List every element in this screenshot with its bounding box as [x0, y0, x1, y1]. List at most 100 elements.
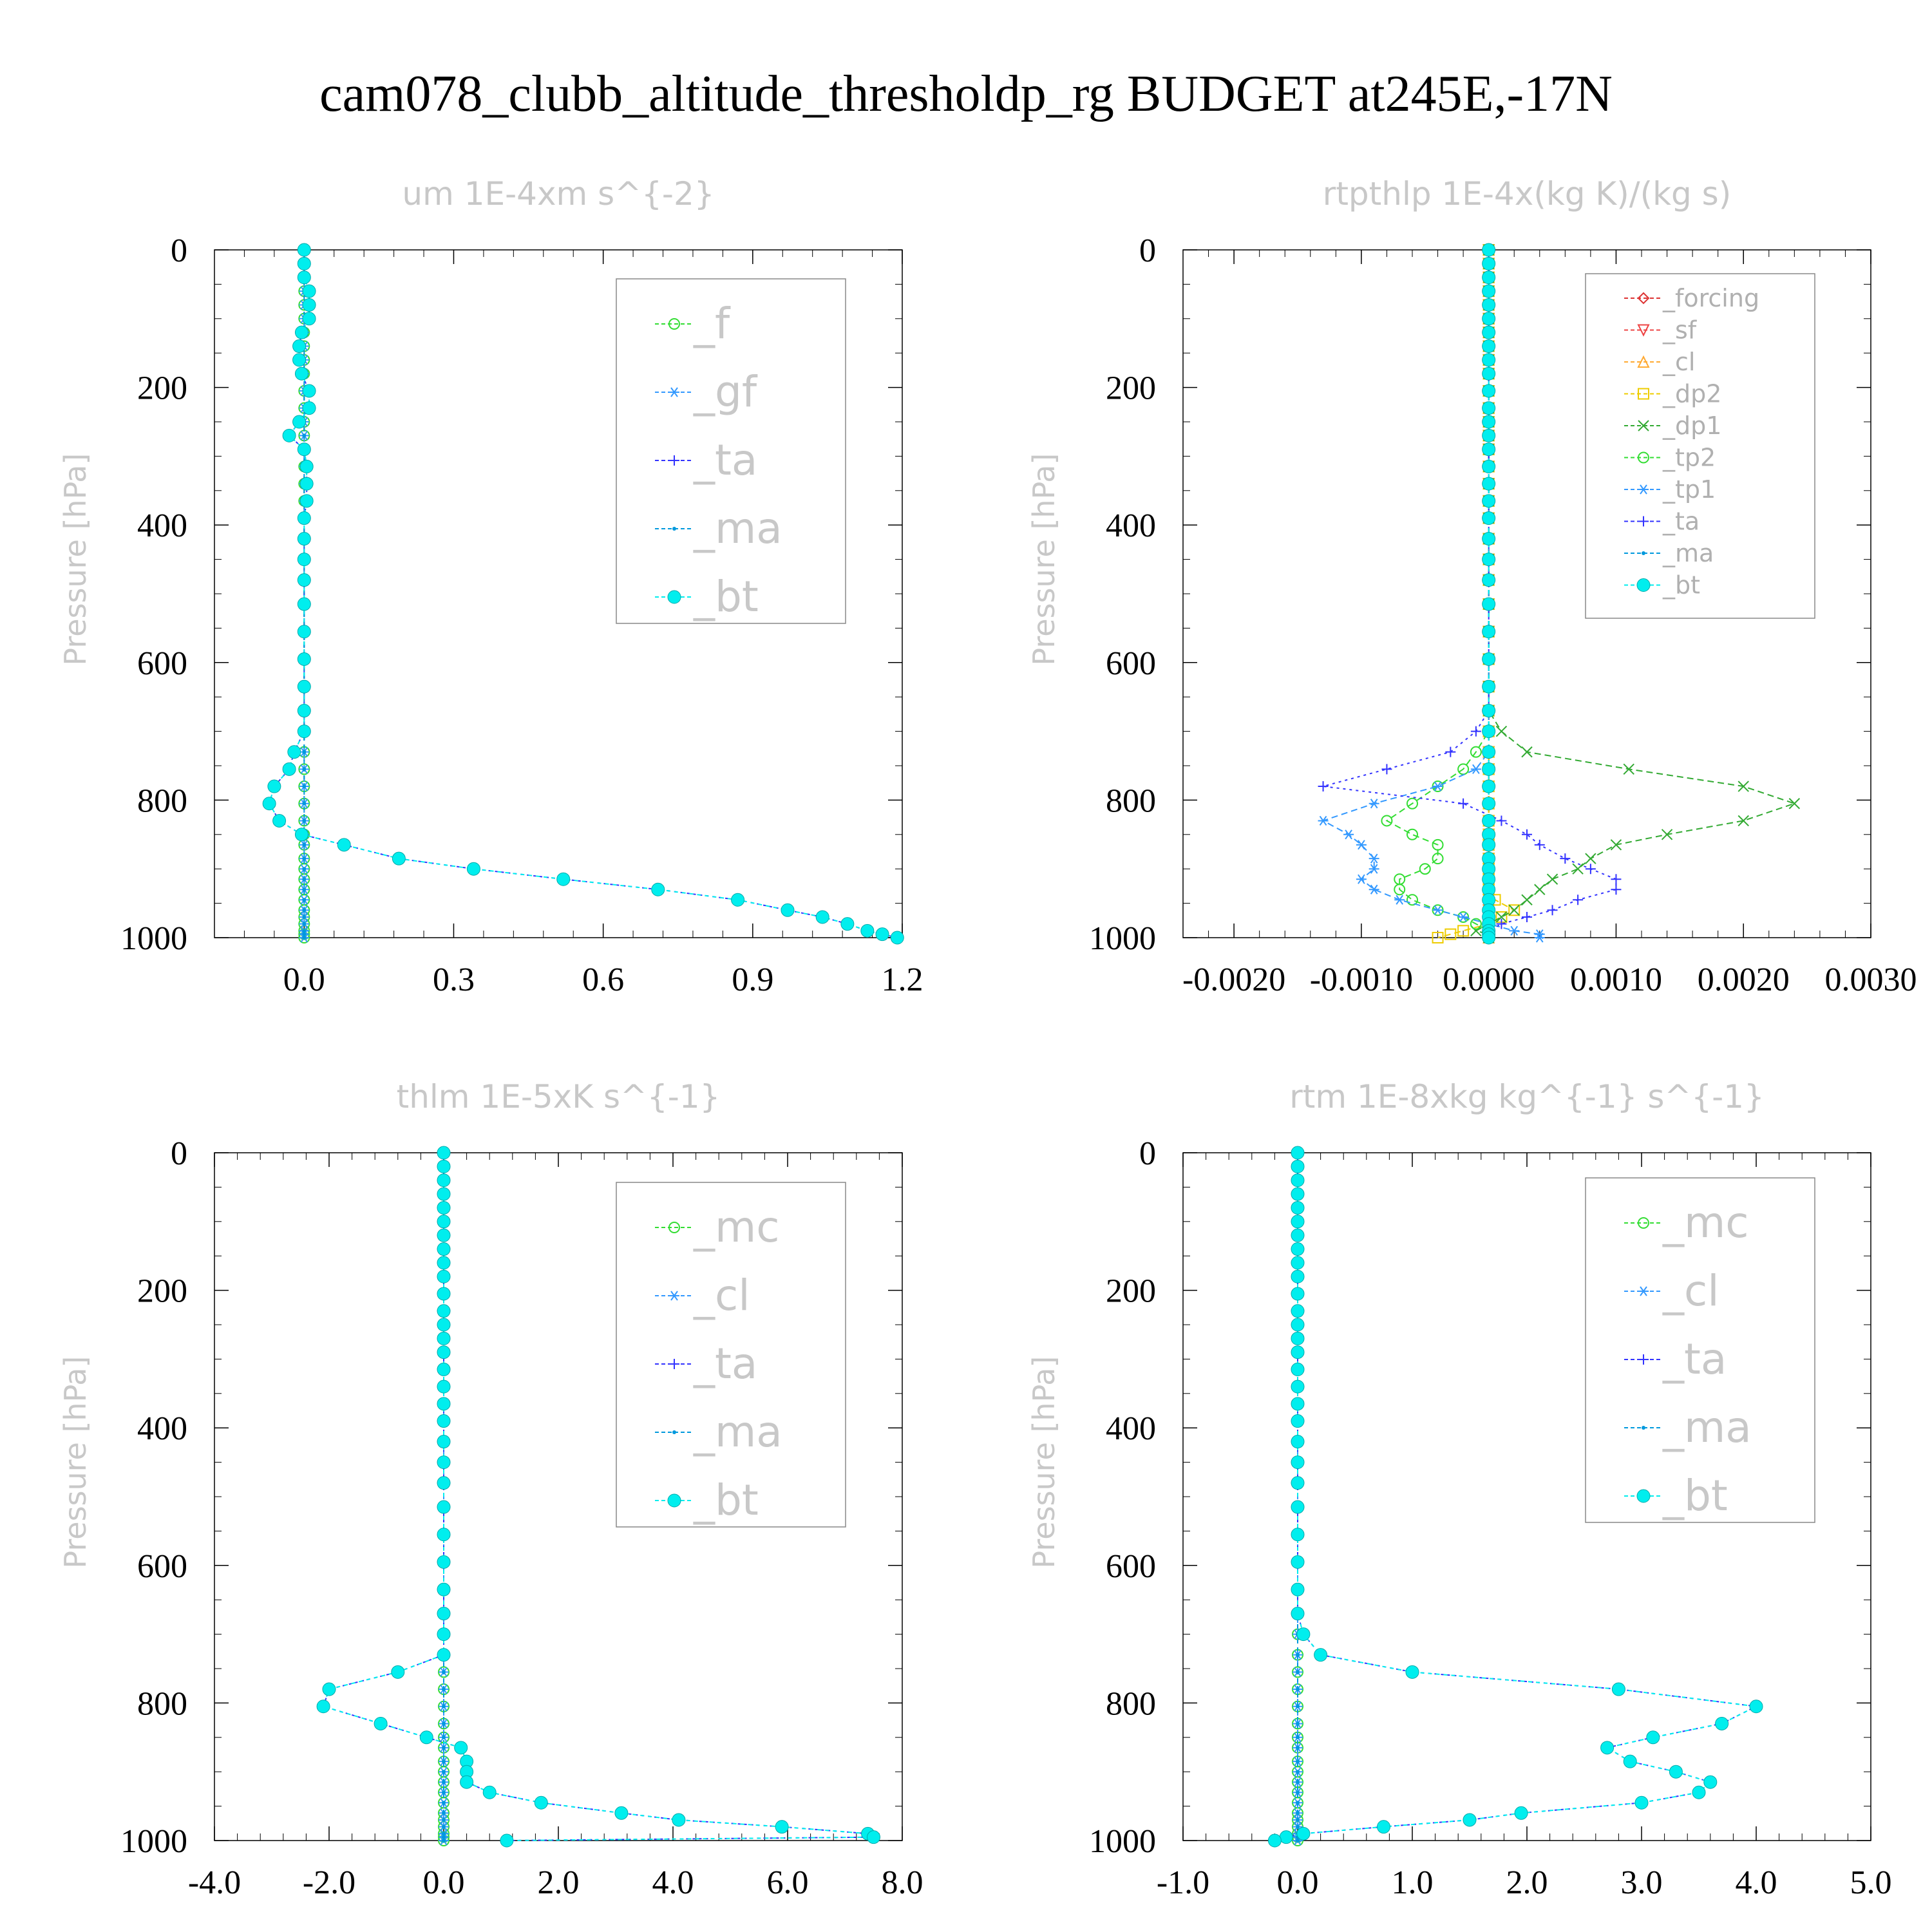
y-tick-label: 800: [137, 782, 187, 819]
legend-box: [616, 1182, 846, 1528]
panel-title: thlm 1E-5xK s^{-1}: [397, 1078, 721, 1115]
data-point: [1445, 746, 1456, 757]
data-point: [297, 625, 311, 639]
data-point: [1749, 1700, 1763, 1714]
data-point: [1296, 1824, 1300, 1829]
data-point: [1296, 1790, 1300, 1795]
data-point: [1381, 815, 1393, 827]
legend-item-bt: _bt: [655, 572, 759, 621]
data-point: [1463, 1813, 1477, 1827]
data-point: [442, 1832, 446, 1836]
legend-label: _tp1: [1662, 475, 1716, 504]
x-tick-label: 0.0030: [1825, 961, 1917, 998]
data-point: [815, 910, 829, 924]
legend-label: _gf: [693, 367, 758, 417]
data-point: [302, 767, 307, 772]
series-tp1: [1318, 245, 1545, 943]
data-point: [299, 459, 314, 473]
data-point: [867, 1830, 880, 1844]
data-point: [1356, 874, 1367, 884]
legend-label: _f: [693, 299, 731, 348]
data-point: [1296, 1735, 1300, 1739]
legend-marker: [668, 1222, 680, 1233]
data-point: [840, 917, 855, 931]
legend-marker: [1637, 292, 1650, 305]
data-point: [442, 1811, 446, 1815]
data-point: [1432, 838, 1444, 851]
data-point: [1291, 1200, 1305, 1215]
legend-item-ma: _ma: [655, 504, 782, 553]
legend-label: _ta: [693, 435, 757, 485]
data-point: [1296, 1780, 1300, 1785]
legend-item-tp1: _tp1: [1624, 475, 1716, 504]
legend-label: _sf: [1662, 316, 1698, 345]
data-point: [297, 243, 311, 257]
x-tick-label: 0.0: [283, 961, 325, 998]
legend-label: _ta: [693, 1339, 757, 1388]
data-point: [1585, 864, 1596, 875]
data-point: [1610, 839, 1622, 851]
data-point: [1470, 918, 1482, 930]
x-tick-label: -1.0: [1157, 1864, 1209, 1901]
data-point: [437, 1362, 451, 1376]
legend-item-mc: _mc: [655, 1202, 780, 1252]
legend: _mc _cl _ta _ma _bt: [1585, 1177, 1815, 1523]
data-point: [1669, 1765, 1683, 1779]
data-point: [1482, 325, 1496, 339]
data-point: [442, 1770, 446, 1774]
data-point: [1279, 1830, 1293, 1844]
data-point: [1432, 781, 1443, 791]
data-point: [297, 532, 311, 546]
data-point: [442, 1687, 446, 1692]
data-point: [1368, 799, 1379, 809]
panel-4: rtm 1E-8xkg kg^{-1} s^{-1} Pressure [hPa]…: [1027, 1078, 1892, 1901]
legend-item-tp2: _tp2: [1624, 444, 1716, 472]
data-point: [482, 1785, 497, 1799]
data-point: [437, 1500, 451, 1514]
y-tick-label: 200: [1106, 1273, 1156, 1310]
data-point: [1508, 904, 1520, 916]
data-point: [442, 1704, 446, 1709]
data-point: [437, 1215, 451, 1229]
y-tick-label: 1000: [1089, 1823, 1156, 1860]
data-point: [262, 797, 276, 811]
legend-marker: [1638, 420, 1649, 431]
legend-label: _forcing: [1662, 284, 1759, 312]
data-point: [1495, 911, 1508, 923]
panel-3: thlm 1E-5xK s^{-1} Pressure [hPa] 0 200 400 6…: [58, 1078, 923, 1901]
legend-item-cl: _cl: [1624, 1266, 1719, 1316]
data-point: [1482, 384, 1496, 398]
y-tick-label: 200: [137, 1273, 187, 1310]
legend-marker: [669, 1291, 679, 1301]
data-point: [1738, 815, 1749, 827]
data-point: [1482, 797, 1496, 811]
x-tick-label: 4.0: [1736, 1864, 1777, 1901]
series-line: [269, 250, 898, 938]
x-tick-label: 0.0020: [1698, 961, 1790, 998]
plot-area: [1267, 1146, 1763, 1848]
legend-label: _cl: [1662, 1266, 1719, 1316]
y-tick-label: 400: [137, 1410, 187, 1447]
data-point: [1482, 625, 1496, 639]
y-tick-label: 1000: [120, 1823, 187, 1860]
x-tick-label: 1.2: [882, 961, 923, 998]
data-point: [302, 857, 307, 861]
data-point: [1585, 853, 1596, 864]
data-point: [294, 366, 308, 381]
data-point: [1291, 1379, 1305, 1394]
data-point: [1343, 829, 1354, 840]
data-point: [1482, 298, 1496, 312]
data-point: [392, 851, 406, 866]
data-point: [1296, 1653, 1300, 1657]
data-point: [302, 750, 307, 754]
data-point: [1521, 746, 1533, 758]
data-point: [302, 929, 307, 933]
data-point: [302, 842, 307, 847]
legend-marker: [1638, 388, 1649, 400]
data-point: [1381, 764, 1392, 775]
data-point: [374, 1716, 388, 1730]
data-point: [437, 1318, 451, 1332]
data-point: [292, 339, 307, 354]
data-point: [1482, 366, 1496, 381]
data-point: [1482, 494, 1496, 508]
